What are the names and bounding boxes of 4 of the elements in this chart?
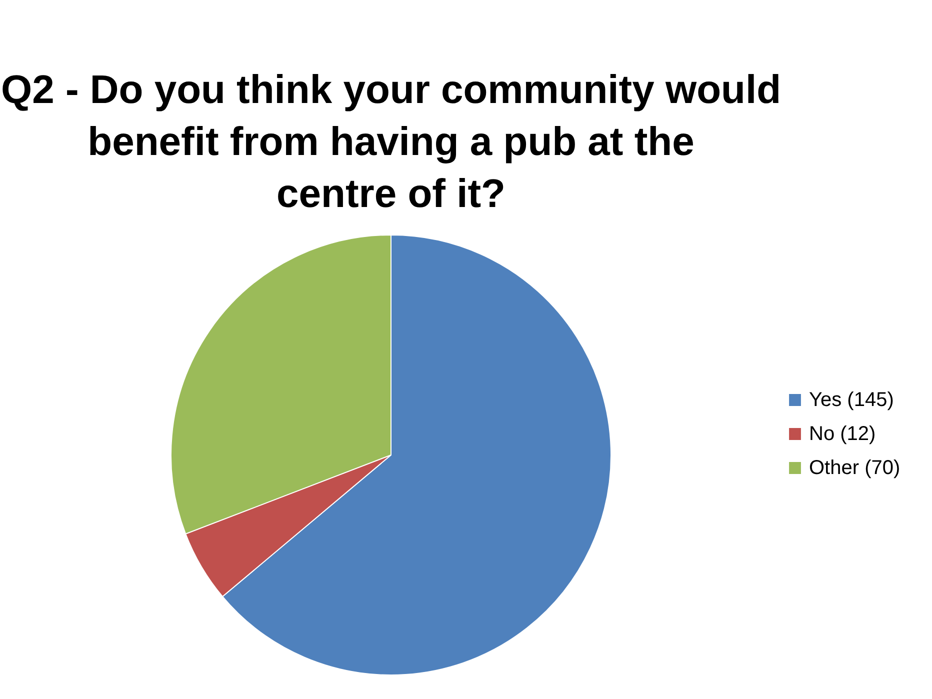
legend-label: Other (70): [809, 457, 900, 479]
chart-title: Q2 - Do you think your community would benefit from having a pub at the centre of it?: [0, 68, 782, 216]
legend-label: Yes (145): [809, 389, 894, 411]
legend-label: No (12): [809, 423, 876, 445]
